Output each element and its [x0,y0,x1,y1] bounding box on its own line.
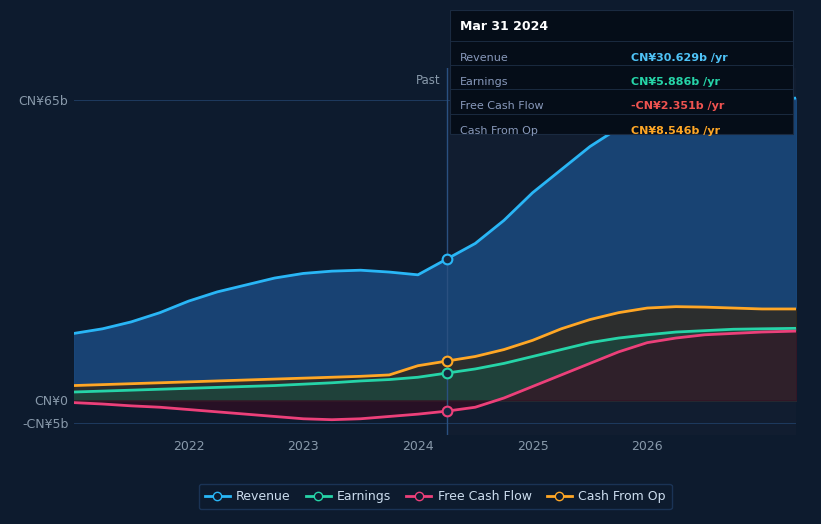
Text: CN¥8.546b /yr: CN¥8.546b /yr [631,126,720,136]
Bar [74,68,447,435]
Text: CN¥30.629b /yr: CN¥30.629b /yr [631,53,727,63]
Text: Past: Past [416,73,441,86]
Text: Cash From Op: Cash From Op [460,126,538,136]
Text: Earnings: Earnings [460,77,508,87]
Text: CN¥5.886b /yr: CN¥5.886b /yr [631,77,719,87]
Text: Analysts Forecasts: Analysts Forecasts [452,73,562,86]
Legend: Revenue, Earnings, Free Cash Flow, Cash From Op: Revenue, Earnings, Free Cash Flow, Cash … [199,484,672,509]
Text: Mar 31 2024: Mar 31 2024 [460,20,548,34]
Text: Revenue: Revenue [460,53,508,63]
Text: -CN¥2.351b /yr: -CN¥2.351b /yr [631,101,724,111]
Bar [447,68,796,435]
Text: Free Cash Flow: Free Cash Flow [460,101,544,111]
